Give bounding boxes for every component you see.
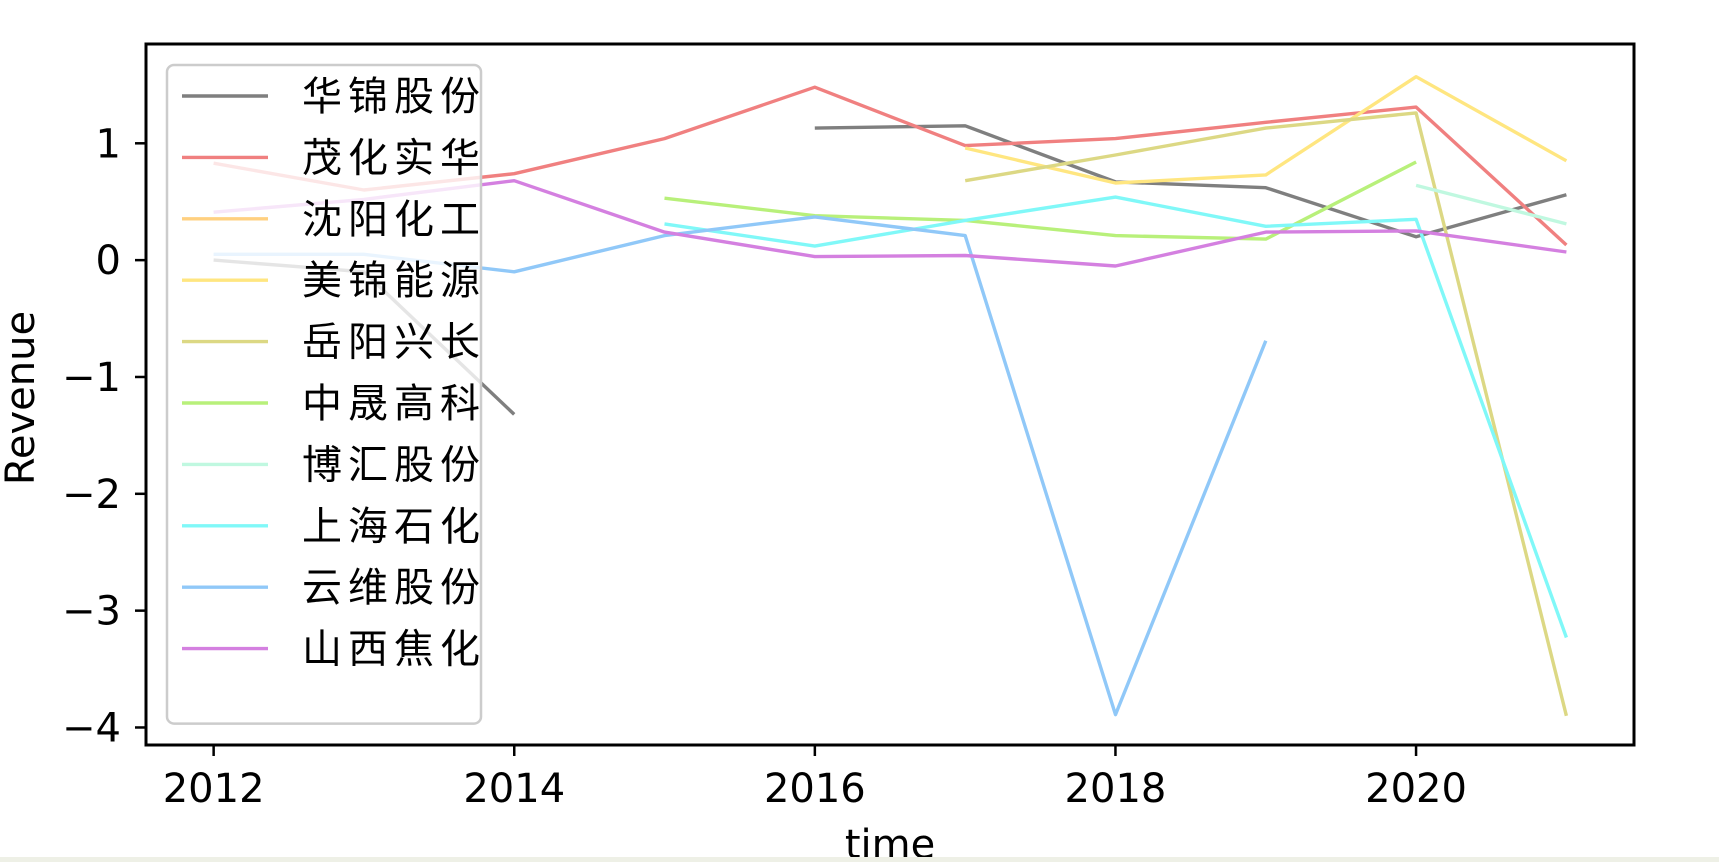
series-line-3-segment-0 — [964, 75, 1568, 185]
legend-frame — [165, 63, 483, 725]
legend-label: 博汇股份 — [302, 442, 486, 488]
y-tick-label: 0 — [96, 238, 121, 284]
legend-label: 中晟高科 — [302, 381, 486, 427]
x-tick-label: 2016 — [764, 766, 866, 812]
series-line-7-segment-0 — [664, 195, 1568, 639]
legend-label: 华锦股份 — [302, 74, 486, 120]
x-tick-label: 2018 — [1065, 766, 1167, 812]
y-tick-label: −2 — [62, 472, 121, 518]
x-tick-label: 2020 — [1365, 766, 1467, 812]
y-axis-label: Revenue — [0, 311, 44, 485]
y-tick-label: 1 — [96, 121, 121, 167]
legend-label: 美锦能源 — [302, 258, 486, 304]
legend-label: 山西焦化 — [302, 627, 486, 673]
plot-frame — [144, 42, 1636, 747]
y-tick-label: −3 — [62, 589, 121, 635]
legend-label: 茂化实华 — [302, 135, 486, 181]
y-tick-label: −4 — [62, 705, 121, 751]
legend-label: 云维股份 — [302, 565, 486, 611]
series-line-6-segment-0 — [1415, 183, 1567, 226]
legend-label: 上海石化 — [302, 504, 486, 550]
x-axis-label: time — [845, 822, 935, 862]
series-line-0-segment-1 — [814, 124, 1567, 239]
tick-layer: 2012 2014 2016 2018 2020 1 0 −1 −2 −3 −4 — [62, 121, 1467, 812]
x-tick-label: 2012 — [163, 766, 265, 812]
y-tick-label: −1 — [62, 355, 121, 401]
legend-label: 岳阳兴长 — [302, 320, 486, 366]
legend-label: 沈阳化工 — [302, 197, 486, 243]
window-bottom-edge — [0, 857, 1719, 862]
series-line-4-segment-0 — [964, 111, 1569, 717]
x-tick-label: 2014 — [463, 766, 565, 812]
